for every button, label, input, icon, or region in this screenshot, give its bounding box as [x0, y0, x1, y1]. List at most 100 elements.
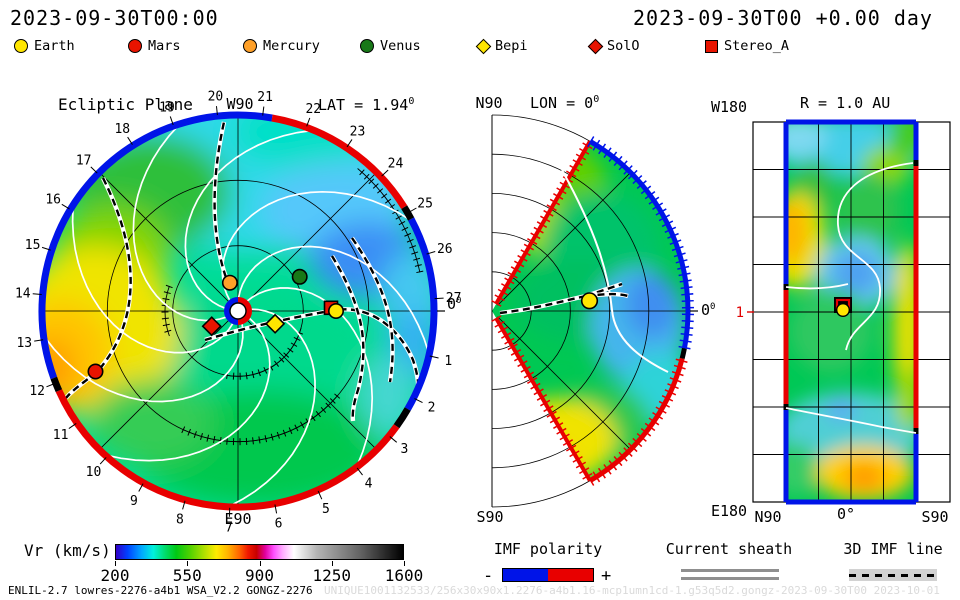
day-marker-label: 2 [428, 401, 436, 416]
run-id-watermark: UNIQUE1001132533/256x30x90x1.2276-a4b1.1… [324, 584, 940, 597]
axis-zero-label: 0° [837, 505, 855, 523]
e180-label: E180 [711, 502, 747, 520]
radial-title: R = 1.0 AU [800, 94, 890, 112]
n90-label: N90 [475, 94, 502, 112]
colorbar-tick [115, 561, 116, 566]
day-marker-label: 11 [53, 428, 69, 443]
solo-position-marker [201, 316, 222, 337]
legend-item-label: Mars [148, 38, 181, 54]
current-sheath-sample-top [681, 569, 779, 572]
timestamp-title: 2023-09-30T00:00 [10, 6, 219, 30]
model-version-info: ENLIL-2.7 lowres-2276-a4b1 WSA_V2.2 GONG… [8, 584, 313, 597]
current-sheet-lines-radial [785, 162, 917, 434]
day-marker-label: 21 [257, 90, 273, 105]
current-sheath-sample-bottom [681, 577, 779, 580]
legend-item-mercury: Mercury [243, 36, 320, 56]
imf-negative-swatch [503, 569, 548, 581]
day-marker-label: 23 [350, 125, 366, 140]
day-marker-label: 10 [86, 465, 102, 480]
colorbar-tick [331, 561, 333, 566]
sun-positive-polarity-arc [237, 297, 252, 325]
legend-item-bepi: Bepi [475, 36, 528, 56]
earth-marker-icon [14, 39, 28, 53]
current-sheet-line [561, 169, 669, 373]
day-marker-label: 20 [208, 90, 224, 105]
w180-label: W180 [711, 98, 747, 116]
colorbar-tick-label: 1600 [384, 566, 424, 585]
legend-item-stereo_a: Stereo_A [705, 36, 789, 56]
e90-label: E90 [224, 510, 251, 528]
legend-item-earth: Earth [14, 36, 75, 56]
colorbar-tick-label: 550 [172, 566, 202, 585]
day-marker-label: 7 [225, 520, 233, 535]
stereo_a-marker-icon [705, 39, 718, 53]
w90-label: W90 [226, 95, 253, 113]
day-marker-label: 6 [275, 517, 283, 532]
legend-item-label: Bepi [495, 38, 528, 54]
legend-item-mars: Mars [128, 36, 181, 56]
planet-markers [87, 268, 344, 380]
zero-longitude-label: 00 [447, 295, 461, 313]
day-marker-label: 15 [25, 238, 41, 253]
day-marker-label: 13 [16, 336, 32, 351]
earth-position-marker [327, 302, 344, 319]
axis-n90-label: N90 [754, 508, 781, 526]
legend-item-label: Mercury [263, 38, 320, 54]
velocity-colorbar [115, 544, 404, 560]
imf-polarity-title: IMF polarity [493, 540, 603, 558]
legend-item-label: Stereo_A [724, 38, 790, 54]
day-marker-label: 18 [114, 122, 130, 137]
earth-marker-radial [834, 297, 852, 318]
day-marker-label: 22 [305, 102, 321, 117]
imf-positive-swatch [548, 569, 593, 581]
day-marker-label: 16 [45, 193, 61, 208]
day-marker-label: 8 [176, 513, 184, 528]
day-marker-label: 3 [400, 442, 408, 457]
meridional-title: LON = 00 [530, 94, 599, 112]
ecliptic-contour-tick-lines [161, 165, 424, 446]
legend-item-label: SolO [607, 38, 640, 54]
mercury-marker-icon [243, 39, 257, 53]
earth-marker-meridional [580, 292, 599, 310]
radial-surface-plot: W180 R = 1.0 AU E180 N90 0° S90 1 [711, 94, 951, 526]
imf-minus-sign: - [483, 566, 494, 586]
day-marker-label: 5 [322, 502, 330, 517]
r1-tick-label: 1 [736, 305, 744, 321]
ecliptic-polarity-ring [38, 111, 438, 511]
legend-item-label: Venus [380, 38, 421, 54]
legend-item-venus: Venus [360, 36, 421, 56]
colorbar-tick-label: 900 [245, 566, 274, 585]
ecliptic-title: Ecliptic Plane [58, 95, 193, 114]
forecast-offset-title: 2023-09-30T00 +0.00 day [633, 6, 933, 30]
current-sheath-title: Current sheath [665, 540, 793, 558]
imf-3d-line-title: 3D IMF line [843, 540, 943, 558]
sun-negative-polarity-arc [224, 297, 239, 325]
imf-plus-sign: + [601, 566, 612, 586]
colorbar-label: Vr (km/s) [24, 541, 111, 560]
day-marker-label: 4 [365, 477, 373, 492]
day-marker-label: 27 [446, 291, 462, 306]
sun-symbol [224, 297, 252, 325]
colorbar-tick-label: 200 [100, 566, 130, 585]
imf-3d-line-sample [849, 569, 937, 581]
day-marker-label: 17 [76, 153, 92, 168]
day-marker-label: 24 [388, 157, 404, 172]
s90-label: S90 [476, 508, 503, 526]
day-marker-label: 25 [417, 197, 433, 212]
day-marker-label: 1 [444, 354, 452, 369]
imf-polarity-bar [502, 568, 594, 582]
meridional-contour-field [492, 141, 688, 481]
meridional-plot: N90 LON = 00 S90 00 [475, 94, 715, 526]
colorbar-tick [187, 561, 189, 566]
zero-latitude-label: 00 [701, 301, 715, 319]
mars-position-marker [87, 363, 104, 380]
earth-marker [836, 303, 851, 318]
imf-3d-dash-pattern [849, 573, 937, 577]
legend-item-label: Earth [34, 38, 75, 54]
day-marker-label: 9 [130, 494, 138, 509]
mars-marker-icon [128, 39, 142, 53]
day-marker-label: 14 [15, 286, 31, 301]
